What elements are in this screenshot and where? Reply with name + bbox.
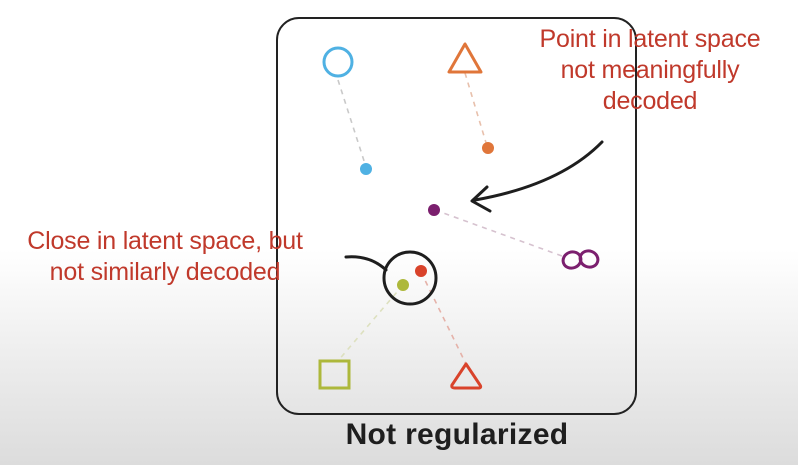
connector-orange [464, 72, 488, 147]
orange-triangle-shape [447, 42, 483, 74]
annotation-line: Close in latent space, but [27, 227, 303, 255]
annotation-line: not similarly decoded [49, 258, 281, 286]
connector-blue [337, 79, 367, 168]
highlight-circle [382, 250, 438, 306]
purple-knot-shape [561, 249, 600, 270]
red-triangle-shape [450, 362, 483, 390]
olive-latent-point [397, 279, 409, 291]
connector-purple [434, 209, 563, 257]
blue-circle-shape [322, 46, 354, 78]
red-latent-point [415, 265, 427, 277]
annotation-not-meaningfully-decoded: Point in latent space not meaningfully d… [505, 24, 795, 117]
connector-red [420, 271, 467, 365]
blue-latent-point [360, 163, 372, 175]
annotation-not-similarly-decoded: Close in latent space, but not similarly… [0, 226, 330, 288]
latent-space-frame [276, 17, 637, 415]
connector-olive [336, 284, 404, 363]
annotation-line: not meaningfully [560, 56, 740, 84]
purple-latent-point [428, 204, 440, 216]
left-annotation-connector [344, 255, 388, 272]
pointer-arrowhead [470, 185, 492, 213]
annotation-line: Point in latent space [539, 25, 761, 53]
annotation-line: decoded [602, 87, 698, 115]
diagram-caption: Not regularized [345, 418, 569, 451]
olive-square-shape [318, 359, 351, 390]
orange-latent-point [482, 142, 494, 154]
pointer-arrow [473, 140, 604, 202]
